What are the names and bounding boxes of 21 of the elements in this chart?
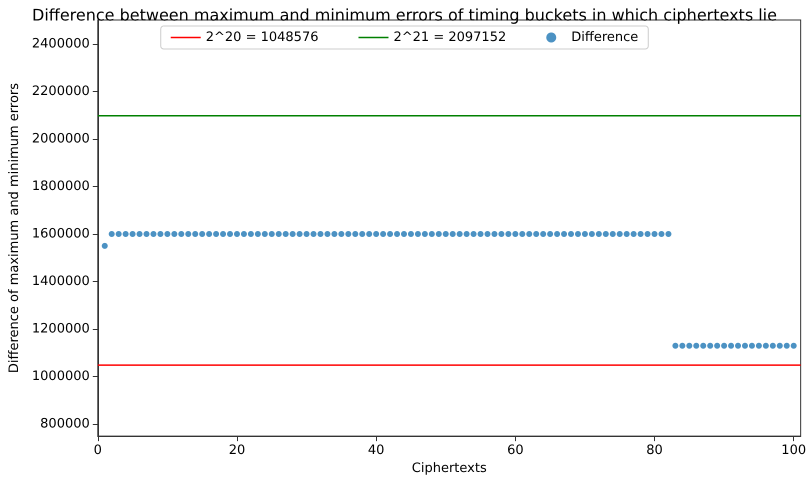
y-tick-label: 1600000 — [32, 226, 90, 242]
y-tick-label: 1200000 — [32, 322, 90, 337]
x-tick-label: 60 — [507, 443, 524, 458]
x-tick-label: 20 — [228, 443, 246, 458]
y-tick-label: 2200000 — [32, 84, 90, 99]
y-tick-label: 800000 — [40, 416, 90, 432]
y-tick-label: 1400000 — [32, 274, 90, 290]
legend-label: 2^21 = 2097152 — [393, 30, 506, 45]
y-tick-label: 2000000 — [32, 131, 90, 146]
y-axis-title: Difference of maximum and minimum errors — [7, 82, 22, 374]
x-axis-title: Ciphertexts — [412, 461, 487, 476]
legend-label: 2^20 = 1048576 — [206, 30, 318, 45]
y-tick-label: 1800000 — [32, 178, 90, 194]
x-tick-label: 40 — [368, 443, 384, 458]
y-tick-label: 2400000 — [32, 36, 90, 52]
legend-label: Difference — [571, 30, 638, 45]
x-tick-label: 100 — [781, 443, 806, 458]
x-tick-label: 0 — [94, 443, 102, 458]
chart-title: Difference between maximum and minimum errors of timing buckets in which ciphertexts lie — [32, 6, 777, 24]
x-tick-label: 80 — [646, 443, 663, 458]
y-tick-label: 1000000 — [32, 369, 90, 384]
